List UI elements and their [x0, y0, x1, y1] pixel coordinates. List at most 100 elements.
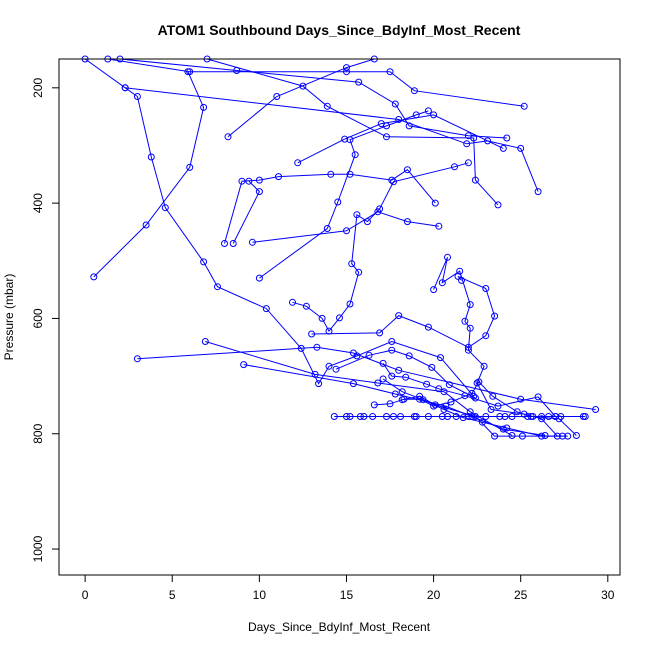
- data-point: [431, 401, 439, 409]
- y-axis: 200 400 600 800 1000: [31, 77, 60, 562]
- data-point: [346, 170, 354, 178]
- data-point: [379, 375, 387, 383]
- data-point: [538, 415, 546, 423]
- data-point: [343, 227, 350, 235]
- data-point: [395, 312, 403, 320]
- data-point: [491, 312, 499, 320]
- series-line: [227, 58, 375, 138]
- data-point: [349, 349, 357, 357]
- data-point: [255, 176, 263, 184]
- data-point: [564, 432, 572, 440]
- data-point: [248, 238, 256, 246]
- data-point: [327, 170, 335, 178]
- data-point: [464, 159, 472, 167]
- data-point: [451, 163, 458, 171]
- data-point: [435, 222, 443, 230]
- data-point: [299, 82, 307, 90]
- y-tick-label: 600: [31, 308, 45, 328]
- data-point: [294, 159, 302, 167]
- data-point: [186, 163, 194, 171]
- data-point: [142, 221, 150, 229]
- data-point: [255, 274, 263, 282]
- data-point: [391, 390, 399, 398]
- series-line: [232, 180, 261, 244]
- data-point: [534, 188, 542, 196]
- data-point: [520, 410, 528, 418]
- y-axis-label: Pressure (mbar): [2, 274, 16, 361]
- series-10: [248, 208, 443, 246]
- data-point: [459, 414, 467, 422]
- series-line: [311, 275, 496, 348]
- data-point: [221, 240, 228, 247]
- data-point: [444, 413, 451, 420]
- data-point: [503, 134, 511, 142]
- data-point: [240, 361, 248, 369]
- data-point: [308, 330, 316, 338]
- plot-frame: [58, 58, 621, 576]
- series-line: [107, 58, 525, 107]
- data-point: [262, 305, 270, 313]
- data-point: [341, 135, 349, 143]
- data-point: [471, 176, 479, 184]
- data-point: [440, 388, 448, 396]
- data-point: [275, 173, 282, 181]
- data-point: [343, 68, 350, 76]
- y-tick-label: 1000: [31, 535, 45, 562]
- data-point: [200, 103, 208, 111]
- data-point: [323, 102, 331, 110]
- data-point: [466, 324, 474, 332]
- y-tick-label: 800: [31, 423, 45, 443]
- data-point: [273, 93, 281, 100]
- data-point: [466, 301, 474, 309]
- series-5: [90, 68, 208, 281]
- data-point: [376, 205, 384, 213]
- data-point: [161, 204, 169, 212]
- data-point: [229, 240, 237, 247]
- data-point: [424, 107, 432, 115]
- data-point: [423, 380, 431, 388]
- data-point: [489, 392, 497, 400]
- x-tick-label: 0: [82, 588, 89, 602]
- data-point: [313, 343, 321, 351]
- data-point: [353, 211, 361, 219]
- series-8: [224, 55, 378, 141]
- data-point: [545, 413, 553, 420]
- data-point: [534, 393, 542, 401]
- series-6: [121, 84, 542, 196]
- data-point: [435, 385, 443, 393]
- data-point: [255, 188, 263, 196]
- data-point: [388, 338, 396, 345]
- data-point: [541, 432, 549, 439]
- data-point: [398, 388, 406, 396]
- data-point: [437, 354, 444, 362]
- data-point: [302, 302, 310, 310]
- data-point: [430, 111, 438, 119]
- data-point: [121, 84, 129, 92]
- data-point: [428, 363, 436, 371]
- data-point: [592, 406, 600, 413]
- data-point: [315, 380, 323, 388]
- data-point: [224, 133, 232, 141]
- data-point: [133, 93, 141, 100]
- series-line: [402, 395, 568, 437]
- series-line: [125, 87, 539, 192]
- series-line: [93, 71, 205, 278]
- data-point: [503, 424, 511, 432]
- data-point: [494, 402, 502, 410]
- data-point: [440, 406, 448, 413]
- data-point: [388, 176, 396, 184]
- data-point: [494, 201, 502, 209]
- data-point: [377, 120, 385, 128]
- data-point: [438, 279, 446, 287]
- data-point: [184, 68, 192, 76]
- data-point: [289, 298, 296, 306]
- data-point: [349, 380, 357, 388]
- data-point: [473, 379, 481, 387]
- data-point: [464, 413, 472, 420]
- series-line: [382, 378, 563, 437]
- data-point: [395, 366, 403, 374]
- series-24: [332, 346, 479, 402]
- series-23: [379, 375, 566, 440]
- x-tick-label: 20: [427, 588, 441, 602]
